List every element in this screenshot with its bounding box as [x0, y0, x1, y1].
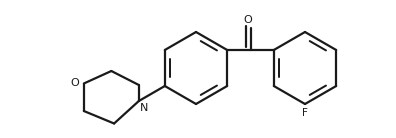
Text: O: O	[244, 15, 252, 25]
Text: F: F	[302, 108, 308, 118]
Text: O: O	[70, 79, 79, 88]
Text: N: N	[140, 103, 148, 113]
